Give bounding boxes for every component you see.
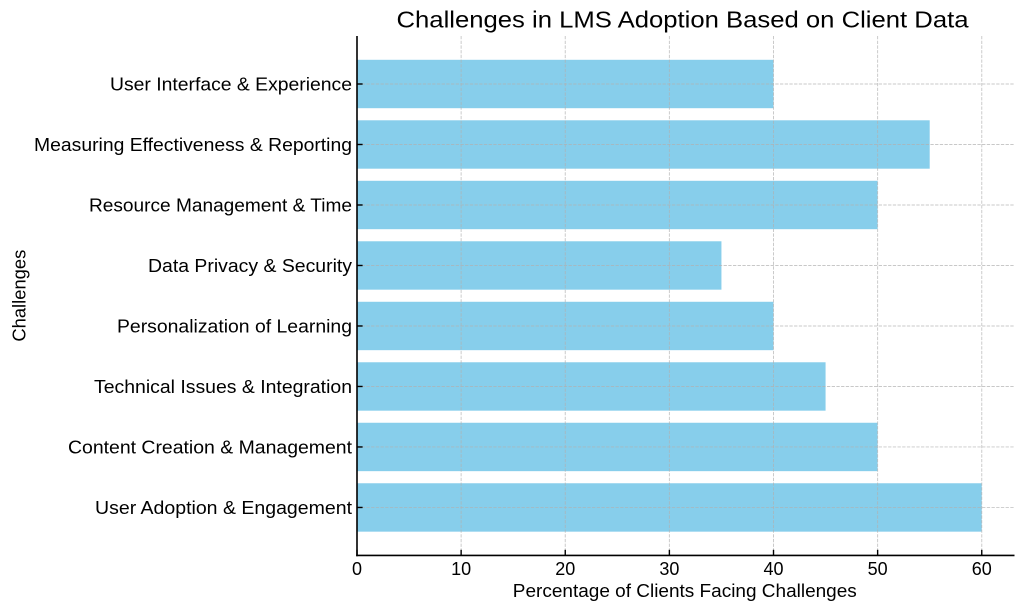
svg-text:50: 50 <box>868 559 888 579</box>
svg-text:Content Creation & Management: Content Creation & Management <box>68 438 352 458</box>
svg-text:20: 20 <box>555 559 575 579</box>
svg-text:Resource Management & Time: Resource Management & Time <box>89 196 352 216</box>
svg-text:Technical Issues & Integration: Technical Issues & Integration <box>94 377 352 397</box>
svg-text:30: 30 <box>659 559 679 579</box>
svg-text:Percentage of Clients Facing C: Percentage of Clients Facing Challenges <box>513 581 857 601</box>
svg-text:60: 60 <box>972 559 992 579</box>
svg-text:Challenges in LMS Adoption Bas: Challenges in LMS Adoption Based on Clie… <box>397 6 969 32</box>
svg-text:User Interface & Experience: User Interface & Experience <box>110 75 352 95</box>
svg-text:40: 40 <box>763 559 783 579</box>
svg-text:10: 10 <box>451 559 471 579</box>
svg-text:User Adoption & Engagement: User Adoption & Engagement <box>95 498 352 518</box>
svg-text:Data Privacy & Security: Data Privacy & Security <box>148 256 352 276</box>
svg-text:Personalization of Learning: Personalization of Learning <box>117 317 352 337</box>
svg-text:Challenges: Challenges <box>9 250 29 342</box>
svg-text:0: 0 <box>352 559 362 579</box>
svg-text:Measuring Effectiveness & Repo: Measuring Effectiveness & Reporting <box>34 135 352 155</box>
